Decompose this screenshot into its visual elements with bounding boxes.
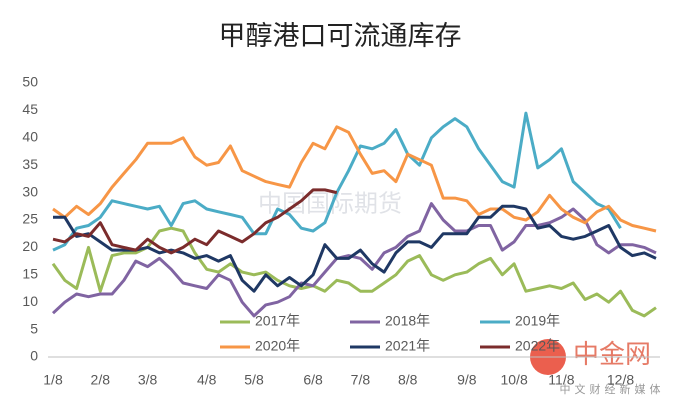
legend-label: 2020年 bbox=[255, 338, 300, 354]
series-line bbox=[53, 204, 657, 293]
y-tick-label: 0 bbox=[30, 348, 38, 364]
legend-label: 2021年 bbox=[385, 338, 430, 354]
x-tick-label: 2/8 bbox=[91, 372, 111, 388]
y-tick-label: 5 bbox=[30, 320, 38, 336]
series-line bbox=[52, 125, 657, 233]
series-line bbox=[51, 226, 657, 318]
y-tick-label: 45 bbox=[22, 101, 38, 117]
legend-label: 2018年 bbox=[385, 313, 430, 329]
y-tick-label: 40 bbox=[22, 129, 38, 145]
series-line bbox=[52, 188, 338, 255]
brand-watermark: 中金网 bbox=[573, 339, 651, 369]
x-tick-label: 3/8 bbox=[138, 372, 158, 388]
x-tick-label: 5/8 bbox=[244, 372, 264, 388]
y-tick-label: 15 bbox=[22, 266, 38, 282]
y-tick-label: 35 bbox=[22, 156, 38, 172]
y-tick-label: 20 bbox=[22, 238, 38, 254]
legend-label: 2019年 bbox=[515, 313, 560, 329]
x-tick-label: 10/8 bbox=[500, 372, 527, 388]
legend-label: 2022年 bbox=[515, 338, 560, 354]
x-tick-label: 7/8 bbox=[351, 372, 371, 388]
x-tick-label: 6/8 bbox=[303, 372, 323, 388]
chart-title: 甲醇港口可流通库存 bbox=[219, 21, 462, 51]
legend-label: 2017年 bbox=[255, 313, 300, 329]
y-tick-label: 25 bbox=[22, 211, 38, 227]
x-tick-label: 4/8 bbox=[197, 372, 217, 388]
x-tick-label: 1/8 bbox=[43, 372, 63, 388]
x-tick-label: 9/8 bbox=[457, 372, 477, 388]
y-tick-label: 30 bbox=[22, 183, 38, 199]
brand-slogan: 中文财经新媒体 bbox=[560, 382, 665, 396]
x-tick-label: 11/8 bbox=[548, 372, 574, 388]
x-tick-label: 12/8 bbox=[607, 372, 634, 388]
y-tick-label: 50 bbox=[22, 74, 38, 90]
series-line bbox=[51, 202, 657, 318]
x-tick-label: 8/8 bbox=[398, 372, 418, 388]
y-tick-label: 10 bbox=[22, 293, 38, 309]
